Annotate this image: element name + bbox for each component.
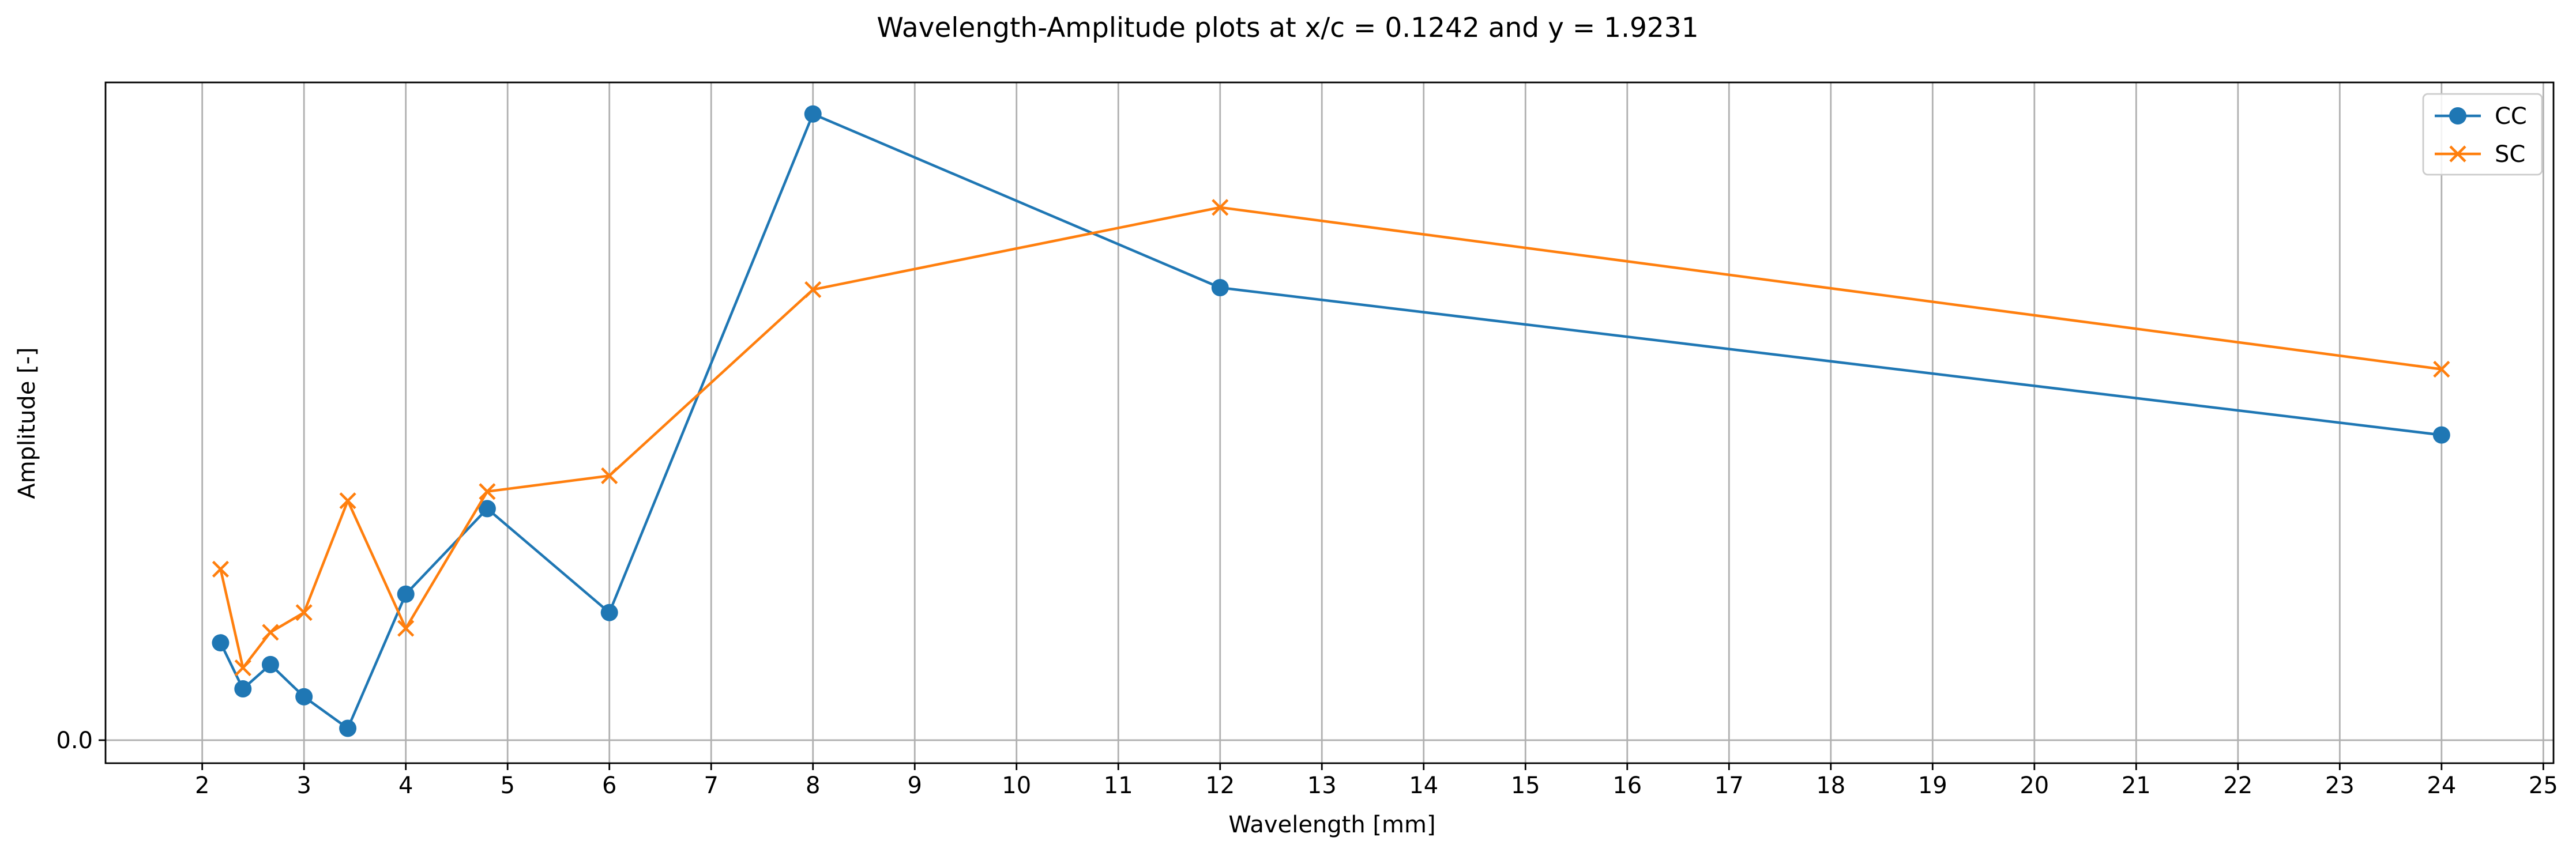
x-tick-label: 25: [2529, 772, 2558, 799]
x-marker-stroke: [397, 620, 415, 637]
data-point-sc: [234, 659, 251, 677]
data-point-sc: [1212, 199, 1229, 216]
data-series: [212, 105, 2450, 737]
x-axis-label: Wavelength [mm]: [1228, 812, 1435, 838]
x-tick-label: 20: [2020, 772, 2049, 799]
x-tick-label: 12: [1205, 772, 1235, 799]
legend-label-sc: SC: [2495, 141, 2525, 168]
x-marker-stroke: [295, 604, 313, 621]
x-marker-stroke: [804, 281, 822, 299]
data-point-sc: [339, 492, 356, 510]
legend: CC SC: [2422, 93, 2543, 176]
axes: 2 3 4 5 6 7 8 9 10 11 12 13 14 15 16 17 18 19 20 21 22 23 24 25…: [56, 81, 2558, 799]
x-tick-label: 24: [2427, 772, 2456, 799]
data-point-cc: [295, 688, 313, 706]
x-marker-stroke: [601, 467, 618, 484]
data-point-sc: [295, 604, 313, 621]
x-tick-label: 17: [1714, 772, 1744, 799]
x-tick-label: 5: [500, 772, 514, 799]
x-marker-stroke: [339, 492, 356, 510]
x-tick-label: 4: [398, 772, 413, 799]
legend-label-cc: CC: [2495, 103, 2527, 130]
x-tick-label: 21: [2122, 772, 2151, 799]
x-tick-label: 7: [704, 772, 718, 799]
grid-lines: [106, 82, 2554, 763]
data-point-sc: [262, 624, 279, 641]
x-tick-label: 2: [195, 772, 209, 799]
x-tick-label: 18: [1816, 772, 1845, 799]
x-marker-stroke: [2449, 145, 2466, 163]
data-point-cc: [478, 500, 496, 518]
x-marker-stroke: [262, 624, 279, 641]
x-marker-stroke: [2433, 360, 2450, 378]
x-marker-stroke: [212, 560, 230, 578]
x-tick-label: 15: [1511, 772, 1540, 799]
x-tick-label: 14: [1409, 772, 1438, 799]
x-tick-label: 13: [1307, 772, 1337, 799]
legend-marker-cc: [2449, 107, 2466, 125]
data-point-sc: [397, 620, 415, 637]
data-point-cc: [339, 719, 357, 737]
data-point-sc: [601, 467, 618, 484]
data-point-cc: [234, 680, 252, 698]
x-tick-label: 6: [602, 772, 616, 799]
y-tick-label: 0.0: [56, 727, 93, 754]
x-marker-stroke: [1212, 199, 1229, 216]
data-point-cc: [2432, 426, 2450, 444]
data-point-cc: [600, 604, 618, 621]
data-point-cc: [261, 655, 279, 673]
data-point-sc: [479, 483, 496, 500]
x-tick-label: 22: [2223, 772, 2252, 799]
data-point-cc: [397, 585, 415, 603]
data-point-cc: [1211, 279, 1229, 297]
x-tick-label: 19: [1918, 772, 1947, 799]
x-tick-label: 11: [1104, 772, 1133, 799]
x-tick-label: 10: [1002, 772, 1031, 799]
x-tick-label: 23: [2325, 772, 2355, 799]
data-point-sc: [2433, 360, 2450, 378]
x-tick-label: 9: [908, 772, 922, 799]
x-tick-label: 3: [296, 772, 311, 799]
plot-frame: [104, 81, 2555, 764]
x-marker-stroke: [234, 659, 251, 677]
x-tick-label: 8: [806, 772, 820, 799]
data-point-sc: [212, 560, 230, 578]
data-point-cc: [212, 634, 230, 652]
y-axis-label: Amplitude [-]: [14, 347, 40, 499]
data-point-cc: [804, 105, 822, 123]
x-tick-label: 16: [1612, 772, 1642, 799]
x-marker-stroke: [479, 483, 496, 500]
chart-title: Wavelength-Amplitude plots at x/c = 0.12…: [877, 12, 1698, 44]
data-point-sc: [804, 281, 822, 299]
legend-marker-sc: [2449, 145, 2466, 163]
